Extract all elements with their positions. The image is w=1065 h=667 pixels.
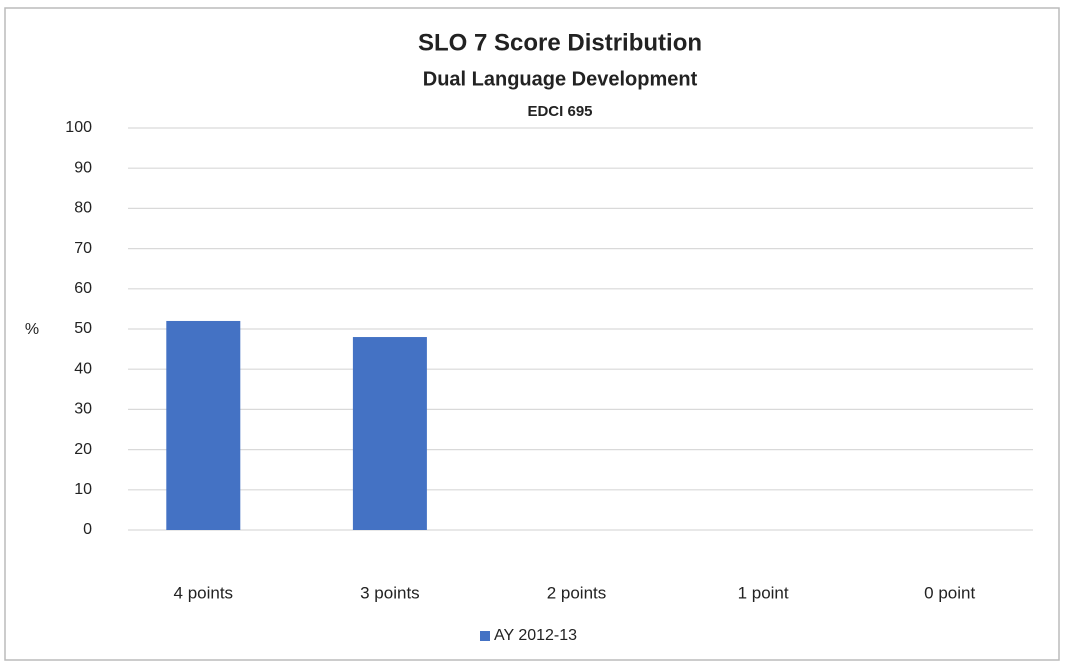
y-tick-label: 40 <box>74 360 92 377</box>
y-tick-label: 20 <box>74 441 92 458</box>
y-tick-label: 50 <box>74 320 92 337</box>
x-tick-label: 3 points <box>360 583 420 602</box>
y-tick-label: 30 <box>74 401 92 418</box>
chart-subtitle: Dual Language Development <box>423 68 698 90</box>
y-tick-label: 60 <box>74 280 92 297</box>
y-tick-label: 10 <box>74 481 92 498</box>
bar <box>352 337 427 530</box>
x-tick-label: 4 points <box>174 583 234 602</box>
legend-swatch <box>480 631 490 641</box>
y-tick-label: 0 <box>83 521 92 538</box>
chart-subtitle: EDCI 695 <box>527 103 592 120</box>
y-tick-label: 70 <box>74 240 92 257</box>
y-axis-label: % <box>25 321 39 338</box>
x-tick-label: 0 point <box>924 583 975 602</box>
y-tick-label: 80 <box>74 200 92 217</box>
x-tick-label: 2 points <box>547 583 607 602</box>
bar <box>166 320 241 530</box>
chart-title: SLO 7 Score Distribution <box>418 29 702 56</box>
legend-label: AY 2012-13 <box>494 627 577 644</box>
y-tick-label: 90 <box>74 159 92 176</box>
x-tick-label: 1 point <box>738 583 789 602</box>
y-tick-label: 100 <box>65 119 92 136</box>
